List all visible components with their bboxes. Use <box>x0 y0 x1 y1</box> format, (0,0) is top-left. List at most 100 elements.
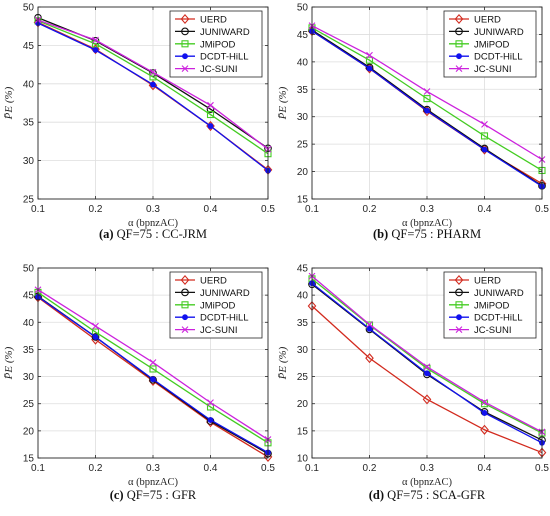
legend-marker <box>182 314 188 321</box>
x-tick-label: 0.2 <box>363 204 377 215</box>
legend-marker <box>181 301 189 309</box>
data-point-uerd <box>365 353 374 364</box>
y-tick-label: 20 <box>297 399 309 410</box>
data-point-jmipod <box>91 40 100 48</box>
y-axis-label: P̄E (%) <box>3 346 15 380</box>
y-tick-label: 25 <box>297 140 309 151</box>
x-tick-label: 0.5 <box>535 463 549 474</box>
chart-panel-1: 0.1 0.2 0.3 0.4 0.5 25 30 35 40 45 50 α (bpnzAC) P̄E… <box>3 3 275 242</box>
y-tick-label: 20 <box>297 167 309 178</box>
y-tick-label: 45 <box>23 291 35 302</box>
data-point-jc-suni <box>366 51 373 59</box>
x-tick-label: 0.1 <box>305 204 319 215</box>
y-tick-label: 30 <box>23 372 35 383</box>
caption-text: QF=75 : GFR <box>127 488 197 502</box>
x-axis-label: α (bpnzAC) <box>128 477 179 488</box>
caption-letter: (d) <box>369 488 387 502</box>
x-tick-label: 0.2 <box>89 463 103 474</box>
y-tick-label: 35 <box>297 85 309 96</box>
data-point-jc-suni <box>92 36 99 44</box>
x-tick-label: 0.1 <box>305 463 319 474</box>
x-tick-label: 0.2 <box>363 463 377 474</box>
y-tick-label: 45 <box>297 264 309 275</box>
legend-marker <box>455 40 463 48</box>
data-point-jmipod <box>149 73 157 81</box>
data-point-dcdt-hill <box>481 146 488 153</box>
y-tick-label: 15 <box>23 454 35 465</box>
legend-label: JUNIWARD <box>474 288 524 299</box>
data-point-jmipod <box>149 365 157 373</box>
y-tick-label: 25 <box>297 372 309 383</box>
caption-letter: (a) <box>99 227 117 241</box>
y-tick-label: 35 <box>297 318 309 329</box>
legend-marker <box>454 274 464 286</box>
panel-caption: (a) QF=75 : CC-JRM <box>99 227 207 241</box>
data-point-dcdt-hill <box>92 334 99 340</box>
data-point-dcdt-hill <box>481 410 488 416</box>
legend-marker <box>181 40 189 48</box>
data-point-jmipod <box>206 110 215 119</box>
legend-label: DCDT-HiLL <box>474 313 523 324</box>
x-axis-label: α (bpnzAC) <box>402 218 453 229</box>
legend-marker <box>181 288 189 297</box>
caption-letter: (b) <box>373 227 391 241</box>
legend-marker <box>455 288 463 297</box>
data-point-jc-suni <box>423 88 431 95</box>
y-tick-label: 40 <box>297 57 309 68</box>
y-tick-label: 45 <box>297 30 309 41</box>
legend-marker <box>180 13 190 25</box>
legend-label: JC-SUNI <box>474 64 511 75</box>
y-tick-label: 15 <box>297 426 309 437</box>
x-tick-label: 0.3 <box>146 204 160 215</box>
data-point-juniward <box>91 333 100 341</box>
x-tick-label: 0.5 <box>261 463 275 474</box>
data-point-uerd <box>91 44 100 55</box>
legend-label: JC-SUNI <box>200 325 237 336</box>
legend-marker <box>181 65 189 72</box>
y-tick-label: 50 <box>23 264 35 275</box>
data-point-jmipod <box>423 95 431 103</box>
y-tick-label: 15 <box>297 195 309 206</box>
data-point-dcdt-hill <box>424 107 430 114</box>
chart-panel-3: 0.1 0.2 0.3 0.4 0.5 15 20 25 30 35 40 45 50 α (bpnzAC… <box>3 264 275 503</box>
y-tick-label: 45 <box>23 41 35 52</box>
data-point-jc-suni <box>207 399 214 407</box>
chart-panel-2: 0.1 0.2 0.3 0.4 0.5 15 20 25 30 35 40 45 50 α (bpnzAC… <box>277 3 549 242</box>
x-tick-label: 0.4 <box>204 204 218 215</box>
legend-label: JUNIWARD <box>474 27 524 38</box>
x-tick-label: 0.4 <box>204 463 218 474</box>
y-tick-label: 10 <box>297 454 309 465</box>
data-point-dcdt-hill <box>207 417 214 423</box>
panel-caption: (c) QF=75 : GFR <box>110 488 197 502</box>
panel-caption: (b) QF=75 : PHARM <box>373 227 481 241</box>
legend-marker <box>180 274 190 286</box>
legend-label: UERD <box>200 15 227 26</box>
legend-label: JUNIWARD <box>200 27 250 38</box>
series-line-jmipod <box>37 20 269 155</box>
y-tick-label: 30 <box>297 112 309 123</box>
caption-text: QF=75 : SCA-GFR <box>387 488 486 502</box>
series-line-jmipod <box>311 278 543 434</box>
y-tick-label: 40 <box>23 79 35 90</box>
y-tick-label: 20 <box>23 426 35 437</box>
data-point-jmipod <box>480 132 489 140</box>
series-line-jmipod <box>37 291 269 444</box>
legend-marker <box>181 27 189 36</box>
legend-marker <box>455 326 463 333</box>
legend-label: UERD <box>474 276 501 287</box>
y-tick-label: 50 <box>297 3 309 14</box>
x-axis-label: α (bpnzAC) <box>128 218 179 229</box>
data-point-jmipod <box>206 403 215 411</box>
chart-panel-4: 0.1 0.2 0.3 0.4 0.5 10 15 20 25 30 35 40 45 α (bpnzAC… <box>277 264 549 503</box>
legend-label: JMiPOD <box>200 300 236 311</box>
x-tick-label: 0.3 <box>146 463 160 474</box>
legend-label: JC-SUNI <box>474 325 511 336</box>
legend-marker <box>181 326 189 333</box>
legend-label: UERD <box>474 15 501 26</box>
legend-label: JMiPOD <box>200 39 236 50</box>
y-axis-label: P̄E (%) <box>277 346 289 380</box>
y-tick-label: 40 <box>297 291 309 302</box>
